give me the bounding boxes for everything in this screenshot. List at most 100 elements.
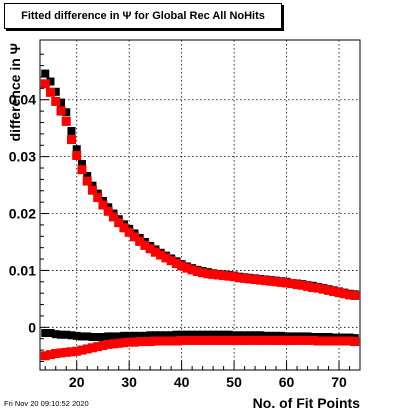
x-tick-label: 40 <box>174 374 190 390</box>
series-2-lower-marker <box>87 343 97 353</box>
series-2-upper-marker <box>182 263 192 273</box>
series-2-upper-marker <box>40 79 50 89</box>
series-2-upper-marker <box>250 275 260 285</box>
series-2-upper-marker <box>87 185 97 195</box>
series-2-lower-marker <box>114 338 124 348</box>
series-1-lower-marker <box>177 330 186 339</box>
series-2-lower-marker <box>177 335 187 345</box>
series-1-lower-marker <box>46 329 55 338</box>
series-2-lower-marker <box>261 335 271 345</box>
timestamp-footer: Fri Nov 20 09:10:52 2020 <box>4 399 89 408</box>
series-2-upper-marker <box>77 165 87 175</box>
series-2-upper-marker <box>234 273 244 283</box>
series-2-lower-marker <box>245 335 255 345</box>
series-2-lower-marker <box>350 337 360 347</box>
series-2-upper-marker <box>119 223 129 233</box>
series-2-upper-marker <box>56 106 66 116</box>
series-2-upper-marker <box>261 276 271 286</box>
series-2-lower-marker <box>51 349 61 358</box>
series-2-upper-marker <box>177 261 187 271</box>
series-2-upper-marker <box>287 279 297 289</box>
series-2-lower-marker <box>345 336 355 346</box>
plot-frame <box>39 39 361 371</box>
series-2-lower-marker <box>255 335 265 345</box>
y-axis-label: difference in Ψ <box>7 43 23 141</box>
series-2-lower-marker <box>171 336 181 346</box>
series-2-upper-marker <box>324 285 334 295</box>
series-2-lower-marker <box>198 335 208 345</box>
series-1-lower-marker <box>140 331 149 340</box>
series-1-lower-marker <box>114 332 123 341</box>
grid <box>40 40 360 370</box>
series-1-lower-marker <box>277 331 286 340</box>
x-axis-label: No. of Fit Points <box>253 395 361 411</box>
series-2-upper-marker <box>45 87 55 97</box>
series-1-lower-marker <box>266 331 275 340</box>
series-2-lower-marker <box>156 336 166 346</box>
series-2-lower-marker <box>129 337 139 347</box>
series-2-lower-marker <box>182 335 192 345</box>
series-2-upper-marker <box>140 240 150 250</box>
series-2-upper-marker <box>72 151 82 160</box>
series-2-upper-marker <box>198 268 208 278</box>
series-1-lower-marker <box>272 331 281 340</box>
series-1-upper-marker <box>41 69 50 78</box>
series-2-upper-marker <box>229 272 239 282</box>
series-2-upper-marker <box>145 244 155 254</box>
series-2-upper-marker <box>329 286 339 296</box>
series-2-upper-marker <box>61 116 71 126</box>
series-2-lower-marker <box>93 342 103 352</box>
y-tick-label: 0.04 <box>9 92 36 108</box>
series-2-upper-marker <box>192 267 202 277</box>
series-1-lower-marker <box>235 331 244 340</box>
series-2-upper-marker <box>150 247 160 257</box>
series-2-lower-marker <box>61 347 71 357</box>
series-2-upper-marker <box>187 265 197 275</box>
series-2-lower-marker <box>287 335 297 345</box>
series-2-upper-marker <box>208 269 218 279</box>
series-1-lower-marker <box>130 331 139 340</box>
series-1-upper-marker <box>83 171 92 180</box>
series-2-upper-marker <box>266 276 276 286</box>
series-1-lower-marker <box>146 331 155 340</box>
series-2-upper-marker <box>318 284 328 294</box>
series-2-upper-marker <box>161 253 171 263</box>
series-1-lower-marker <box>72 331 81 340</box>
series-2-upper-marker <box>129 232 139 242</box>
series-2-lower-marker <box>276 335 286 345</box>
series-2-lower-marker <box>282 335 292 345</box>
series-2-lower-marker <box>313 336 323 346</box>
x-tick-label: 50 <box>226 374 242 390</box>
series-2-upper-marker <box>156 250 166 260</box>
series-1-lower-marker <box>193 330 202 339</box>
series-1-upper-marker <box>72 145 81 154</box>
series-1-lower-marker <box>119 331 128 340</box>
x-tick-label: 30 <box>121 374 137 390</box>
series-2-lower-marker <box>166 336 176 346</box>
series-2-lower-marker <box>45 350 55 360</box>
series-2-lower-marker <box>219 335 229 345</box>
series-2-lower-marker <box>213 335 223 345</box>
x-tick-label: 20 <box>69 374 85 390</box>
series-2-lower-marker <box>140 337 150 347</box>
series-2-upper-marker <box>82 176 92 186</box>
series-2-lower-marker <box>103 339 113 349</box>
series-2-lower-marker <box>240 335 250 345</box>
series-2-lower-marker <box>66 347 76 357</box>
series-2-upper-marker <box>108 212 118 222</box>
series-2-upper-marker <box>66 135 76 145</box>
series-2-lower-marker <box>192 335 202 345</box>
series-1-lower-marker <box>240 331 249 340</box>
series-1-upper-marker <box>77 160 86 169</box>
axis-ticks: 20 30 40 50 60 70 0 0.01 0.02 0.03 0.04 <box>9 53 361 390</box>
series-2-upper-marker <box>114 218 124 228</box>
series-2-lower-marker <box>98 341 108 351</box>
series-1-upper-marker <box>56 98 65 107</box>
series-2-upper-marker <box>271 277 281 287</box>
series-1-lower-marker <box>83 332 92 341</box>
series-1-lower-marker <box>41 329 50 338</box>
series-2-upper-marker <box>171 259 181 269</box>
series-1-lower-marker <box>224 330 233 339</box>
series-2-upper-marker <box>203 269 213 279</box>
series-1-lower-marker <box>62 330 71 339</box>
